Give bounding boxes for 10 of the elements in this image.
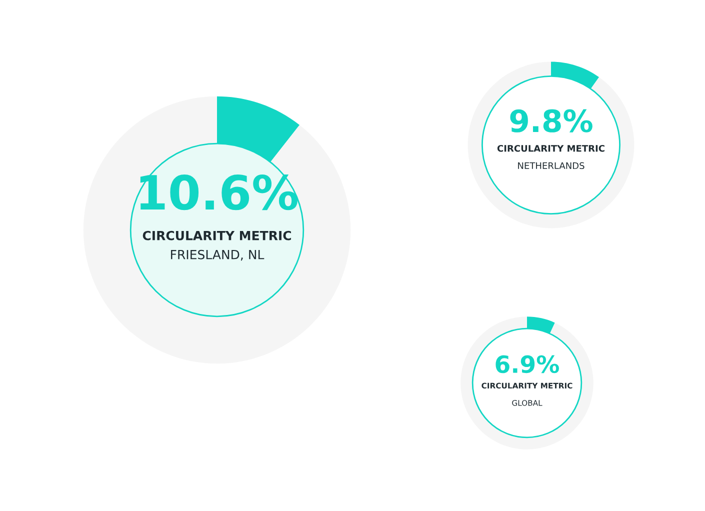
text: CIRCULARITY METRIC	[497, 144, 604, 152]
data-label: 10.6%	[140, 174, 298, 210]
donut-slice	[83, 96, 351, 364]
data-label: 9.8%	[510, 109, 592, 132]
donut-slice	[468, 62, 634, 228]
text: FRIESLAND, NL	[171, 250, 264, 261]
donut-slice	[460, 316, 594, 450]
text: NETHERLANDS	[518, 162, 584, 170]
text: CIRCULARITY METRIC	[142, 230, 291, 240]
data-label: 6.9%	[496, 355, 559, 374]
